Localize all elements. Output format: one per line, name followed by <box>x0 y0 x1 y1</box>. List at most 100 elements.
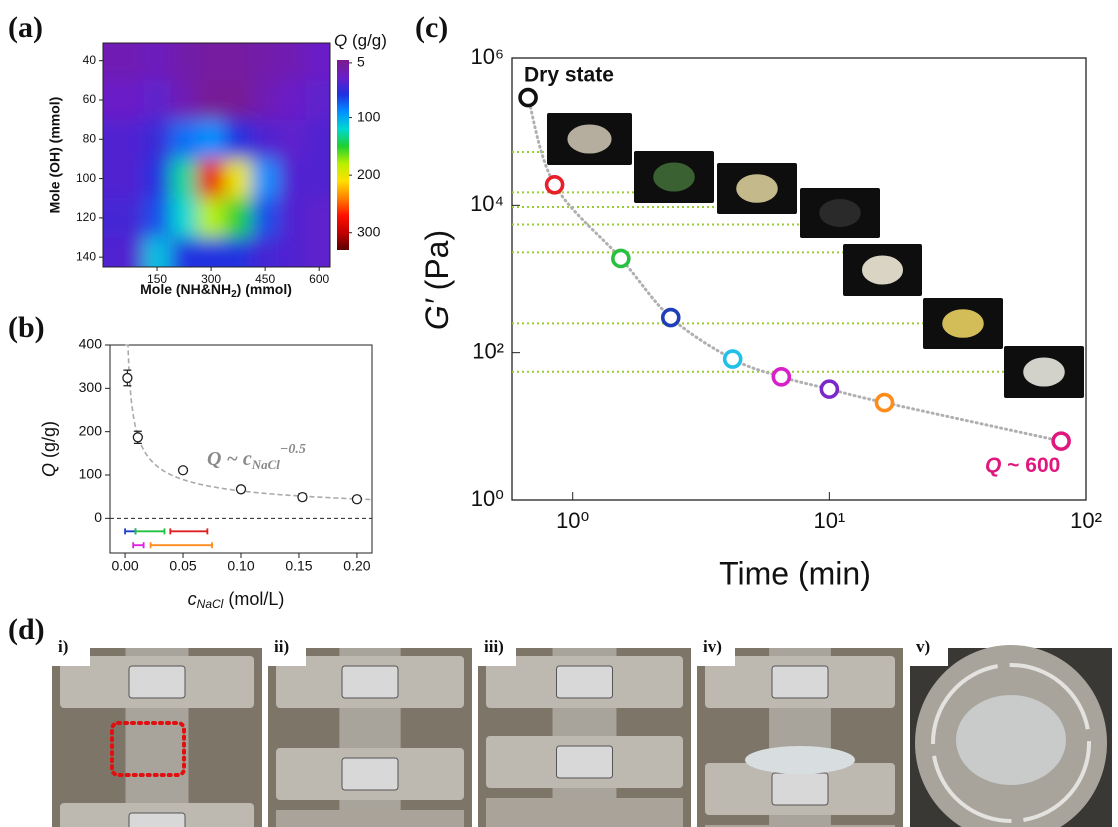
heatmap-cell <box>225 159 253 199</box>
heatmap-cells <box>77 1 374 318</box>
heatmap-cell <box>171 198 199 238</box>
y-tick-label: 400 <box>79 336 103 352</box>
y-tick-label: 60 <box>83 92 97 106</box>
label-part: (g/g) <box>39 421 59 463</box>
colorbar <box>337 60 349 250</box>
heatmap-cell <box>279 238 307 318</box>
x-axis-label: cNaCl (mol/L) <box>188 589 285 611</box>
y-tick-label: 80 <box>83 131 97 145</box>
data-point <box>663 310 679 326</box>
label-part: (g/g) <box>347 31 387 50</box>
panel-label: (c) <box>415 11 448 44</box>
colorbar-tick-label: 5 <box>357 54 365 70</box>
colorbar-tick-label: 100 <box>357 108 381 124</box>
heatmap-cell <box>225 198 253 238</box>
label-sub: NaCl <box>251 457 281 472</box>
fit-curve <box>125 345 372 500</box>
data-point <box>613 250 629 266</box>
label-part: (Pa) <box>419 230 455 299</box>
y-tick-label: 0 <box>94 509 102 525</box>
label-part: G′ <box>419 298 455 330</box>
x-axis-label: Time (min) <box>719 555 871 591</box>
data-point <box>520 90 536 106</box>
photo-label: iv) <box>703 637 722 656</box>
press-badge <box>772 773 828 805</box>
heatmap-cell <box>171 1 199 81</box>
sample-fragments <box>745 746 855 774</box>
heatmap-cell <box>198 80 226 120</box>
food-item <box>653 162 695 191</box>
photo-label: ii) <box>274 637 289 656</box>
heatmap-cell <box>171 80 199 120</box>
heatmap-cell <box>198 120 226 160</box>
heatmap-cell <box>144 159 172 199</box>
data-point <box>123 373 132 382</box>
start-annotation: Dry state <box>524 64 614 87</box>
heatmap-cell <box>279 1 307 81</box>
data-point <box>237 485 246 494</box>
end-annotation: Q ~ 600 <box>985 454 1060 477</box>
x-tick-label: 0.00 <box>111 558 138 574</box>
x-tick-label: 0.05 <box>169 558 196 574</box>
heatmap-cell <box>144 120 172 160</box>
x-tick-label: 600 <box>309 272 329 286</box>
data-point <box>179 466 188 475</box>
label-part: (mol/L) <box>223 589 284 609</box>
label-part: c <box>188 589 197 609</box>
press-badge <box>129 813 185 827</box>
food-item <box>1023 357 1065 386</box>
heatmap-cell <box>252 198 280 238</box>
heatmap-cell <box>252 159 280 199</box>
label-sup: −0.5 <box>280 442 306 457</box>
range-bar <box>151 542 212 548</box>
heatmap-cell <box>77 1 145 81</box>
heatmap-cell <box>279 120 307 160</box>
y-tick-label: 200 <box>79 422 103 438</box>
data-point <box>547 177 563 193</box>
heatmap-cell <box>198 1 226 81</box>
food-item <box>819 199 861 227</box>
press-badge <box>342 758 398 790</box>
heatmap-cell <box>198 159 226 199</box>
x-tick-label: 0.15 <box>285 558 312 574</box>
data-point <box>1053 433 1069 449</box>
y-axis-label: Mole (OH) (mmol) <box>47 97 63 214</box>
x-tick-label: 300 <box>201 272 221 286</box>
x-tick-label: 10² <box>1070 508 1102 533</box>
range-bar <box>125 528 135 534</box>
y-tick-label: 10² <box>472 338 504 363</box>
colorbar-tick-label: 300 <box>357 223 381 239</box>
y-tick-label: 100 <box>79 466 103 482</box>
y-tick-label: 100 <box>76 171 96 185</box>
food-item <box>736 174 778 203</box>
photo-label: iii) <box>484 637 504 656</box>
y-axis-label: Q (g/g) <box>39 421 59 477</box>
range-bar <box>133 542 143 548</box>
x-tick-label: 10¹ <box>813 508 845 533</box>
heatmap-cell <box>225 238 253 318</box>
press-badge <box>557 746 613 778</box>
data-point <box>352 495 361 504</box>
photo-label: i) <box>58 637 68 656</box>
colorbar-label: Q (g/g) <box>334 31 387 50</box>
fit-annotation: Q ~ cNaCl−0.5 <box>207 442 306 472</box>
heatmap-cell <box>144 1 172 81</box>
heatmap-cell <box>171 120 199 160</box>
y-tick-label: 40 <box>83 53 97 67</box>
panel-label: (b) <box>8 311 45 344</box>
x-tick-label: 0.20 <box>343 558 370 574</box>
x-tick-label: 450 <box>255 272 275 286</box>
y-tick-label: 120 <box>76 210 96 224</box>
heatmap-cell <box>144 198 172 238</box>
panel-label: (d) <box>8 613 45 646</box>
y-tick-label: 10⁴ <box>470 191 504 216</box>
food-item <box>567 124 611 153</box>
label-part: Q <box>985 454 1001 477</box>
figure: (a) (b) (c) (d) Mole (NH&NH2) (mmol) Mol… <box>0 0 1118 827</box>
heatmap-cell <box>279 80 307 120</box>
data-point <box>876 395 892 411</box>
food-item <box>942 309 984 338</box>
press-badge <box>557 666 613 698</box>
data-point <box>725 351 741 367</box>
y-tick-label: 300 <box>79 379 103 395</box>
